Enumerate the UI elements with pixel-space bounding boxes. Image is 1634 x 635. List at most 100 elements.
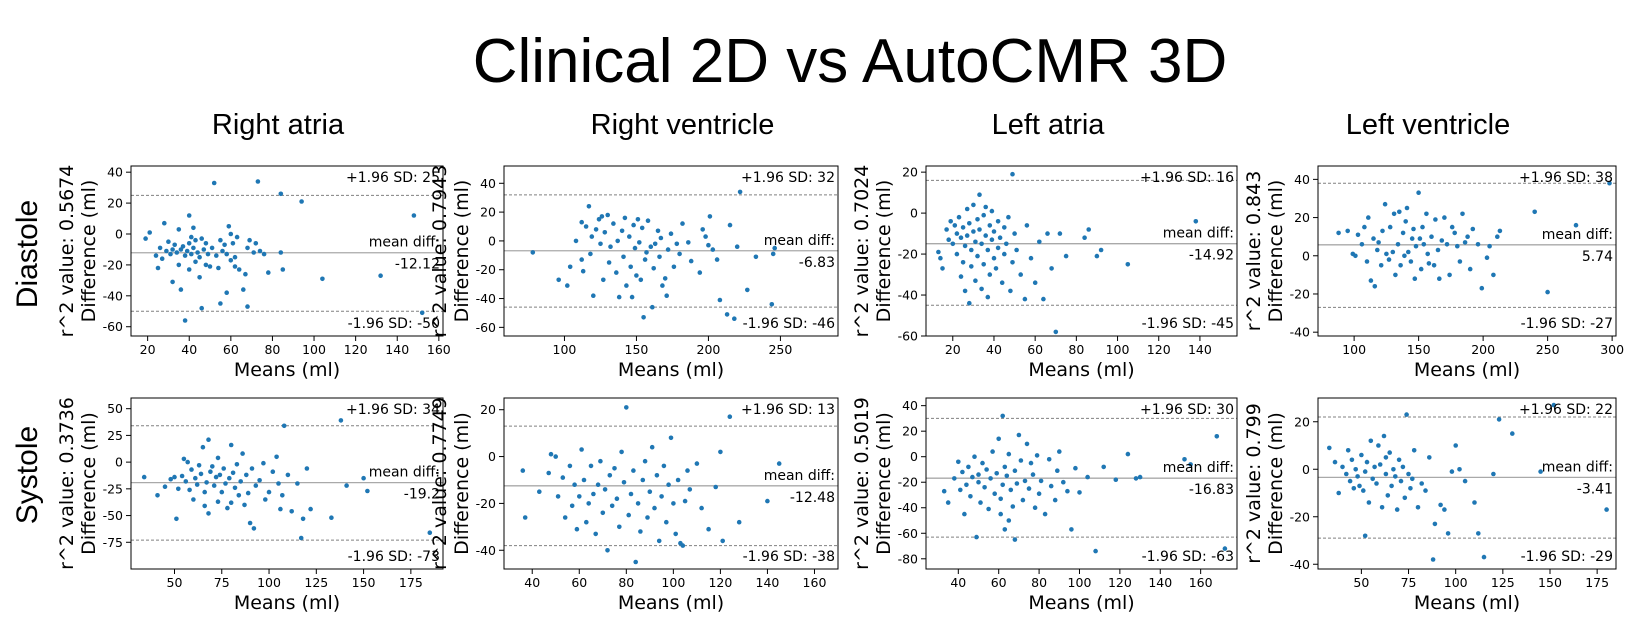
data-point [598,458,603,464]
data-point [952,476,957,481]
data-point [619,449,624,455]
data-point [673,531,678,537]
data-point [1000,482,1005,488]
data-point [580,268,586,274]
data-point [954,251,960,257]
data-point [718,449,723,455]
x-tick-label: 300 [1600,342,1624,357]
data-point [1359,452,1364,458]
data-point [706,526,711,532]
data-point [960,469,965,475]
data-point [1344,471,1349,477]
data-point [627,234,632,239]
r-squared-label: r^2 value: 0.7024 [851,165,873,338]
data-point [1014,481,1020,486]
data-point [1052,497,1058,503]
data-point [617,524,622,530]
data-point [1345,448,1351,453]
data-point [1036,491,1042,497]
data-point [1467,266,1473,272]
data-point [998,511,1003,517]
x-tick-label: 75 [1401,575,1417,590]
data-point [365,488,370,494]
data-point [966,464,971,470]
data-point [186,267,192,272]
data-point [320,276,325,282]
data-point [960,225,966,230]
x-tick-label: 20 [945,342,961,357]
data-point [958,487,963,493]
data-point [1444,242,1450,247]
x-tick-label: 150 [352,575,376,590]
y-tick-label: 0 [115,227,123,242]
data-point [166,239,171,244]
y-tick-label: -20 [1290,286,1310,301]
data-point [727,222,733,228]
data-point [573,238,579,244]
data-point [1487,243,1492,249]
data-point [985,294,991,300]
y-tick-label: -40 [898,500,918,515]
data-point [622,215,628,221]
data-point [634,273,639,278]
plot-frame [130,397,444,570]
data-point [700,227,705,232]
y-tick-label: 20 [902,424,918,439]
data-point [614,496,620,502]
data-point [1049,266,1054,271]
y-axis-label: Difference (ml) [873,412,895,555]
data-point [975,217,980,222]
data-point [261,460,266,466]
data-point [1038,478,1044,484]
data-point [1410,476,1415,482]
data-point [595,482,601,488]
data-point [956,214,962,220]
scatter-panel-1: 100 150 200 250 -60 -40 -20 0 20 40 +1.96 SD: 32 me… [429,165,839,381]
data-point [1026,486,1032,491]
data-point [338,418,344,423]
data-point [1374,481,1379,486]
data-point [579,447,584,452]
data-point [1393,474,1398,479]
x-tick-label: 250 [768,342,792,357]
data-point [1375,247,1380,253]
data-point [981,212,986,218]
data-point [1484,255,1490,260]
r-squared-label: r^2 value: 0.843 [1243,171,1265,332]
data-point [973,239,978,245]
y-tick-label: -80 [898,551,918,566]
x-tick-label: 60 [223,342,239,357]
y-tick-label: -20 [898,247,918,262]
x-tick-label: 125 [304,575,328,590]
data-point [1411,448,1417,453]
data-point [285,472,291,478]
data-point [664,293,669,299]
data-point [602,487,608,492]
data-point [162,220,167,226]
data-point [1437,276,1442,282]
data-point [191,225,196,231]
data-point [958,235,964,240]
data-point [172,242,177,248]
x-tick-label: 140 [1188,342,1212,357]
data-point [208,469,213,475]
data-point [772,245,777,251]
data-point [602,230,608,235]
data-point [694,461,700,466]
data-point [223,481,228,486]
x-tick-label: 100 [661,575,685,590]
data-point [671,501,676,506]
data-point [677,251,682,257]
data-point [1431,263,1437,268]
data-point [168,251,173,257]
data-point [1002,527,1008,532]
y-axis-label: Difference (ml) [1265,180,1287,323]
data-point [586,204,592,209]
scatter-panel-7: 50 75 100 125 150 175 -40 -20 0 20 +1.96 SD: 22 mea… [1243,397,1617,614]
data-point [664,519,669,525]
data-point [938,255,943,261]
y-tick-label: -50 [103,508,123,523]
data-point [1481,554,1487,560]
data-point [1008,487,1014,493]
data-point [685,468,690,473]
